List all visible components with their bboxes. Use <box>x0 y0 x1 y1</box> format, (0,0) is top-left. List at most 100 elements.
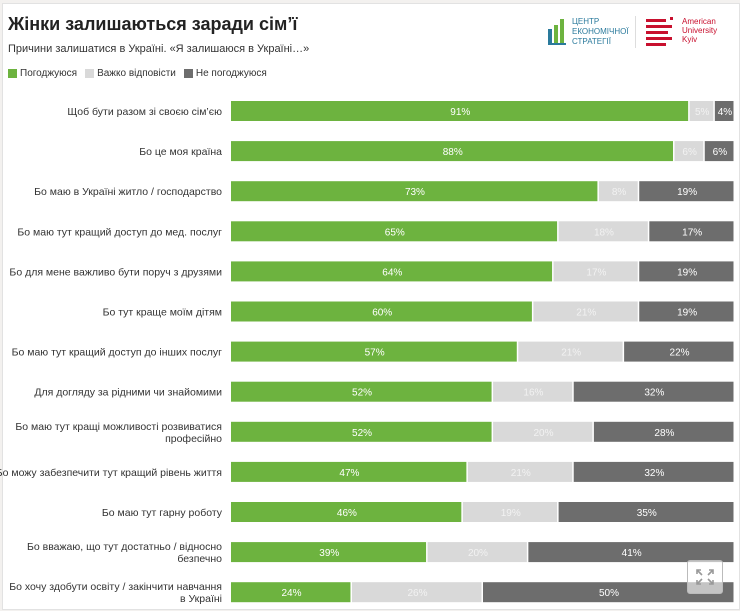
logo-text: American <box>682 17 716 26</box>
chart-subtitle: Причини залишатися в Україні. «Я залишаю… <box>8 43 310 55</box>
data-label: 28% <box>654 428 674 439</box>
bar-segment[interactable] <box>649 221 734 242</box>
data-label: 65% <box>385 227 405 238</box>
bar-segment[interactable] <box>231 261 553 282</box>
bar-segment[interactable] <box>231 421 492 442</box>
bar-segment[interactable] <box>231 221 558 242</box>
expand-button[interactable] <box>687 560 723 594</box>
bar-segment[interactable] <box>598 181 638 202</box>
category-label: Бо маю тут гарну роботу <box>102 507 223 519</box>
data-label: 24% <box>281 588 301 599</box>
bars-logo-icon <box>548 19 566 45</box>
data-label: 5% <box>695 107 710 118</box>
data-label: 47% <box>339 468 359 479</box>
data-label: 20% <box>533 428 553 439</box>
bar-segment[interactable] <box>639 301 734 322</box>
bar-segment[interactable] <box>518 341 623 362</box>
bar-segment[interactable] <box>639 181 734 202</box>
data-label: 21% <box>511 468 531 479</box>
bar-segment[interactable] <box>573 381 734 402</box>
bar-segment[interactable] <box>714 101 734 121</box>
bar-segment[interactable] <box>593 421 734 442</box>
legend-swatch <box>85 69 95 78</box>
data-label: 46% <box>337 508 357 519</box>
bar-segment[interactable] <box>483 582 734 603</box>
legend-label: Не погоджуюся <box>195 68 267 79</box>
category-label: Бо вважаю, що тут достатньо / відносно бе… <box>27 541 222 565</box>
bar-segment[interactable] <box>533 301 638 322</box>
data-label: 21% <box>576 308 596 319</box>
bar-segment[interactable] <box>231 582 351 603</box>
bar-segment[interactable] <box>493 421 593 442</box>
data-label: 8% <box>612 187 627 198</box>
bar-segment[interactable] <box>231 181 598 202</box>
category-label: Бо маю в Україні житло / господарство <box>34 186 222 198</box>
data-label: 22% <box>670 348 690 359</box>
bar-segment[interactable] <box>231 141 674 162</box>
bar-segment[interactable] <box>467 461 573 482</box>
bar-segment[interactable] <box>462 502 558 522</box>
legend-label: Важко відповісти <box>97 68 176 79</box>
legend: Погоджуюся Важко відповісти Не погоджуюс… <box>8 68 267 79</box>
bar-segment[interactable] <box>231 381 492 402</box>
bar-segment[interactable] <box>624 341 734 362</box>
bar-segment[interactable] <box>674 141 704 162</box>
legend-swatch <box>183 69 193 78</box>
category-label: Бо можу забезпечити тут кращий рівень жи… <box>0 467 222 479</box>
bar-segment[interactable] <box>704 141 734 162</box>
bar-segment[interactable] <box>231 301 532 322</box>
category-label: Бо маю тут кращий доступ до інших послуг <box>12 347 223 359</box>
data-label: 6% <box>682 147 697 158</box>
data-label: 64% <box>382 267 402 278</box>
bar-segment[interactable] <box>639 261 734 282</box>
data-label: 19% <box>677 308 697 319</box>
bar-segment[interactable] <box>231 502 462 522</box>
bar-segment[interactable] <box>558 502 734 522</box>
legend-item-agree[interactable]: Погоджуюся <box>8 68 77 79</box>
data-label: 17% <box>586 267 606 278</box>
bar-segment[interactable] <box>689 101 714 121</box>
data-label: 57% <box>365 348 385 359</box>
category-label: Для догляду за рідними чи знайомими <box>34 387 222 399</box>
bar-segment[interactable] <box>573 461 734 482</box>
data-label: 32% <box>644 388 664 399</box>
data-label: 19% <box>501 508 521 519</box>
bar-segment[interactable] <box>493 381 573 402</box>
bar-segment[interactable] <box>231 542 427 563</box>
logo-text: Kyiv <box>682 35 698 44</box>
data-label: 32% <box>644 468 664 479</box>
bar-segment[interactable] <box>528 542 734 563</box>
expand-icon <box>696 569 714 585</box>
logo-divider <box>635 16 636 48</box>
bar-segment[interactable] <box>558 221 648 242</box>
bar-segment[interactable] <box>231 341 517 362</box>
category-label: Бо маю тут кращі можливості розвиватися п… <box>15 421 222 445</box>
data-label: 20% <box>468 548 488 559</box>
data-label: 60% <box>372 308 392 319</box>
data-label: 52% <box>352 388 372 399</box>
data-label: 50% <box>599 588 619 599</box>
data-label: 52% <box>352 428 372 439</box>
bar-segment[interactable] <box>231 461 467 482</box>
ces-logo: ЦЕНТР ЕКОНОМІЧНОЇ СТРАТЕГІЇ <box>548 17 629 47</box>
bar-segment[interactable] <box>231 101 689 121</box>
category-label: Бо маю тут кращий доступ до мед. послуг <box>17 226 222 238</box>
category-label: Бо це моя країна <box>139 146 222 158</box>
data-label: 21% <box>561 348 581 359</box>
data-label: 88% <box>443 147 463 158</box>
auk-stripes-icon <box>646 17 673 46</box>
bar-segment[interactable] <box>351 582 482 603</box>
data-label: 18% <box>594 227 614 238</box>
logo-text: ЦЕНТР <box>572 17 600 26</box>
data-label: 26% <box>407 588 427 599</box>
auk-logo: American University Kyiv <box>646 17 717 49</box>
data-label: 39% <box>319 548 339 559</box>
legend-item-disagree[interactable]: Не погоджуюся <box>183 68 267 79</box>
legend-item-hard-to-say[interactable]: Важко відповісти <box>85 68 176 79</box>
category-label: Бо хочу здобути освіту / закінчити навча… <box>9 581 222 605</box>
bar-segment[interactable] <box>427 542 527 563</box>
data-label: 16% <box>523 388 543 399</box>
bar-segment[interactable] <box>553 261 638 282</box>
data-label: 17% <box>682 227 702 238</box>
data-label: 91% <box>450 107 470 118</box>
